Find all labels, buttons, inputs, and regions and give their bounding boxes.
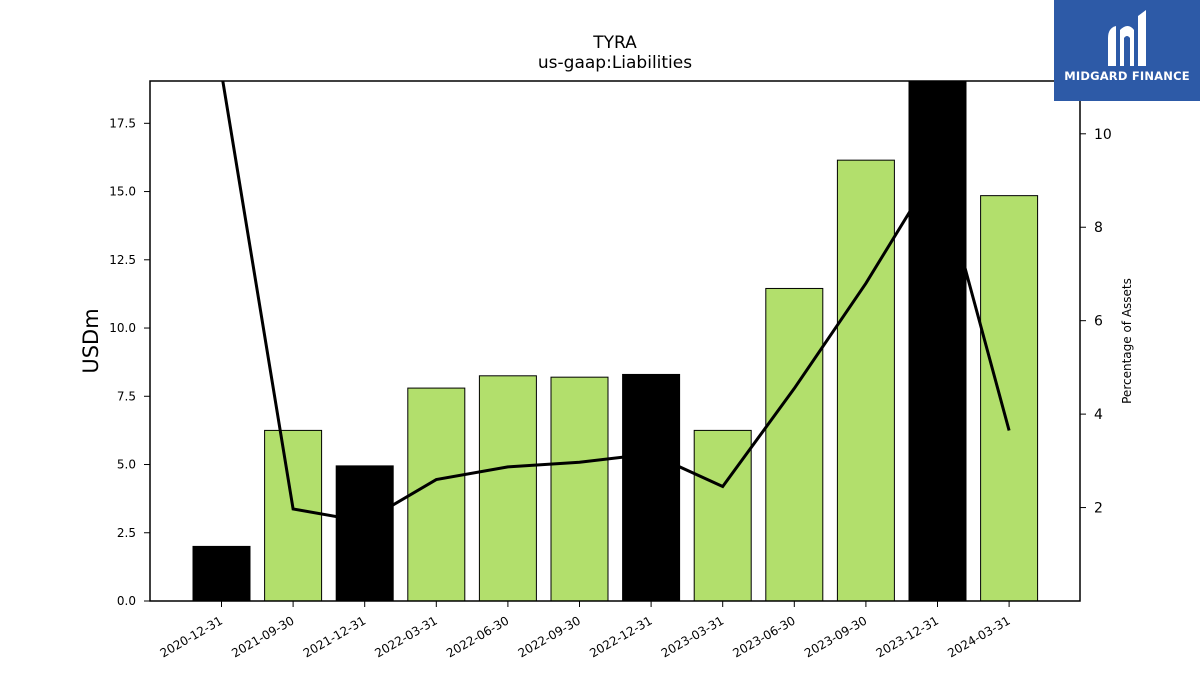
bar-2020-12-31 — [192, 545, 251, 602]
y-tick-label: 12.5 — [109, 253, 136, 267]
y2-axis-label: Percentage of Assets — [1120, 278, 1134, 404]
y-axis-left: 0.0 2.5 5.0 7.5 10.0 12.5 15.0 17.5 — [109, 116, 150, 608]
x-tick-label: 2023-06-30 — [730, 613, 797, 660]
bar-2023-09-30 — [836, 159, 895, 602]
y2-tick-label: 4 — [1094, 407, 1103, 423]
bar-2022-03-31 — [407, 387, 466, 602]
y-tick-label: 0.0 — [117, 594, 136, 608]
x-tick-label: 2023-09-30 — [802, 613, 869, 660]
x-tick-label: 2021-12-31 — [301, 613, 368, 660]
bar-2023-03-31 — [693, 429, 752, 602]
percentage-line — [221, 81, 1011, 524]
y-tick-label: 7.5 — [117, 389, 136, 403]
bar-2021-09-30 — [264, 429, 323, 602]
plot-frame — [149, 80, 1081, 602]
bar-group — [192, 80, 1039, 602]
x-tick-label: 2022-12-31 — [587, 613, 654, 660]
chart-title: TYRA — [592, 33, 637, 53]
x-tick-label: 2022-09-30 — [516, 613, 583, 660]
bar-2024-03-31 — [980, 195, 1039, 602]
midgard-finance-logo: MIDGARD FINANCE — [1054, 0, 1200, 101]
y2-tick-label: 6 — [1094, 314, 1103, 330]
x-tick-label: 2022-03-31 — [372, 613, 439, 660]
bar-2022-06-30 — [478, 375, 537, 602]
y-tick-label: 15.0 — [109, 185, 136, 199]
y-axis-right: 2 4 6 8 10 — [1080, 127, 1112, 517]
x-tick-label: 2023-12-31 — [874, 613, 941, 660]
bar-2023-06-30 — [765, 287, 824, 602]
bar-2022-09-30 — [550, 376, 609, 602]
bar-2023-12-31 — [908, 80, 967, 602]
y-tick-label: 10.0 — [109, 321, 136, 335]
chart-subtitle: us-gaap:Liabilities — [538, 53, 692, 73]
bar-2022-12-31 — [622, 373, 681, 602]
y-tick-label: 2.5 — [117, 526, 136, 540]
logo-mark-icon — [1108, 10, 1146, 66]
y-tick-label: 5.0 — [117, 458, 136, 472]
logo-text: MIDGARD FINANCE — [1064, 69, 1190, 83]
y2-tick-label: 10 — [1094, 127, 1112, 143]
bar-2021-12-31 — [335, 465, 394, 602]
x-tick-label: 2023-03-31 — [659, 613, 726, 660]
x-tick-label: 2022-06-30 — [444, 613, 511, 660]
x-tick-label: 2024-03-31 — [945, 613, 1012, 660]
x-tick-label: 2021-09-30 — [229, 613, 296, 660]
x-tick-label: 2020-12-31 — [158, 613, 225, 660]
x-axis: 2020-12-31 2021-09-30 2021-12-31 2022-03-31… — [158, 601, 1013, 660]
y2-tick-label: 2 — [1094, 501, 1103, 517]
y-axis-label: USDm — [79, 308, 103, 373]
y-tick-label: 17.5 — [109, 116, 136, 130]
y2-tick-label: 8 — [1094, 220, 1103, 236]
